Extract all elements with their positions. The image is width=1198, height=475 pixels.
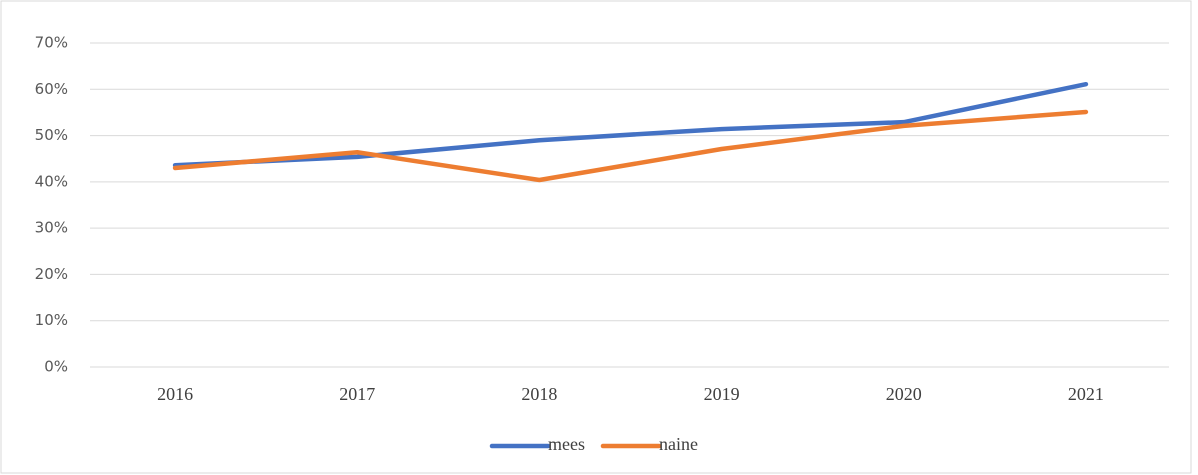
legend-label: naine — [659, 434, 698, 454]
x-tick-label: 2016 — [157, 384, 193, 404]
x-tick-label: 2020 — [886, 384, 922, 404]
y-tick-label: 60% — [35, 80, 68, 98]
x-tick-label: 2019 — [704, 384, 740, 404]
y-tick-label: 20% — [35, 265, 68, 283]
y-tick-label: 0% — [44, 358, 68, 376]
series-line — [172, 81, 1089, 168]
y-tick-label: 70% — [35, 34, 68, 52]
y-tick-label: 10% — [35, 311, 68, 329]
x-tick-label: 2018 — [521, 384, 557, 404]
x-tick-label: 2021 — [1068, 384, 1104, 404]
legend-label: mees — [548, 434, 585, 454]
y-tick-label: 30% — [35, 219, 68, 237]
x-tick-label: 2017 — [339, 384, 375, 404]
y-tick-label: 50% — [35, 126, 68, 144]
series-line — [172, 109, 1089, 183]
y-tick-label: 40% — [35, 172, 68, 190]
